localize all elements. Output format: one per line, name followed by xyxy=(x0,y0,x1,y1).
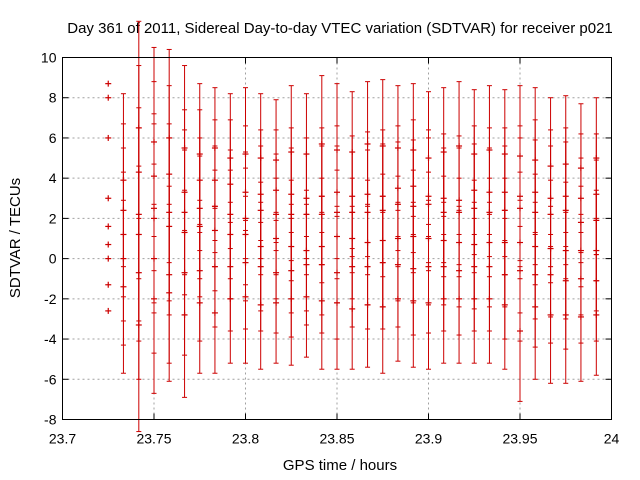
y-tick-label: -8 xyxy=(44,412,57,428)
axis-ticks: 23.7 23.75 23.8 23.85 23.9 23.95 24-8-6-4-2024… xyxy=(41,50,620,447)
y-axis-label: SDTVAR / TECUs xyxy=(7,178,24,298)
x-tick-label: 23.9 xyxy=(415,431,442,447)
y-tick-label: 8 xyxy=(49,90,57,106)
x-axis-label: GPS time / hours xyxy=(283,457,397,474)
chart-title: Day 361 of 2011, Sidereal Day-to-day VTE… xyxy=(67,20,613,37)
x-tick-label: 23.85 xyxy=(319,431,354,447)
x-tick-label: 23.8 xyxy=(232,431,259,447)
x-tick-label: 24 xyxy=(604,431,620,447)
y-tick-label: 6 xyxy=(49,130,57,146)
y-tick-label: 10 xyxy=(41,50,57,66)
x-tick-label: 23.7 xyxy=(49,431,76,447)
y-tick-label: 0 xyxy=(49,251,57,267)
plot-frame xyxy=(62,57,612,420)
x-tick-label: 23.75 xyxy=(136,431,171,447)
data-marks xyxy=(105,20,600,433)
y-tick-label: -6 xyxy=(44,371,57,387)
y-tick-label: 2 xyxy=(49,210,57,226)
y-tick-label: -2 xyxy=(44,291,57,307)
y-tick-label: 4 xyxy=(49,170,57,186)
y-tick-label: -4 xyxy=(44,331,57,347)
x-tick-label: 23.95 xyxy=(502,431,537,447)
